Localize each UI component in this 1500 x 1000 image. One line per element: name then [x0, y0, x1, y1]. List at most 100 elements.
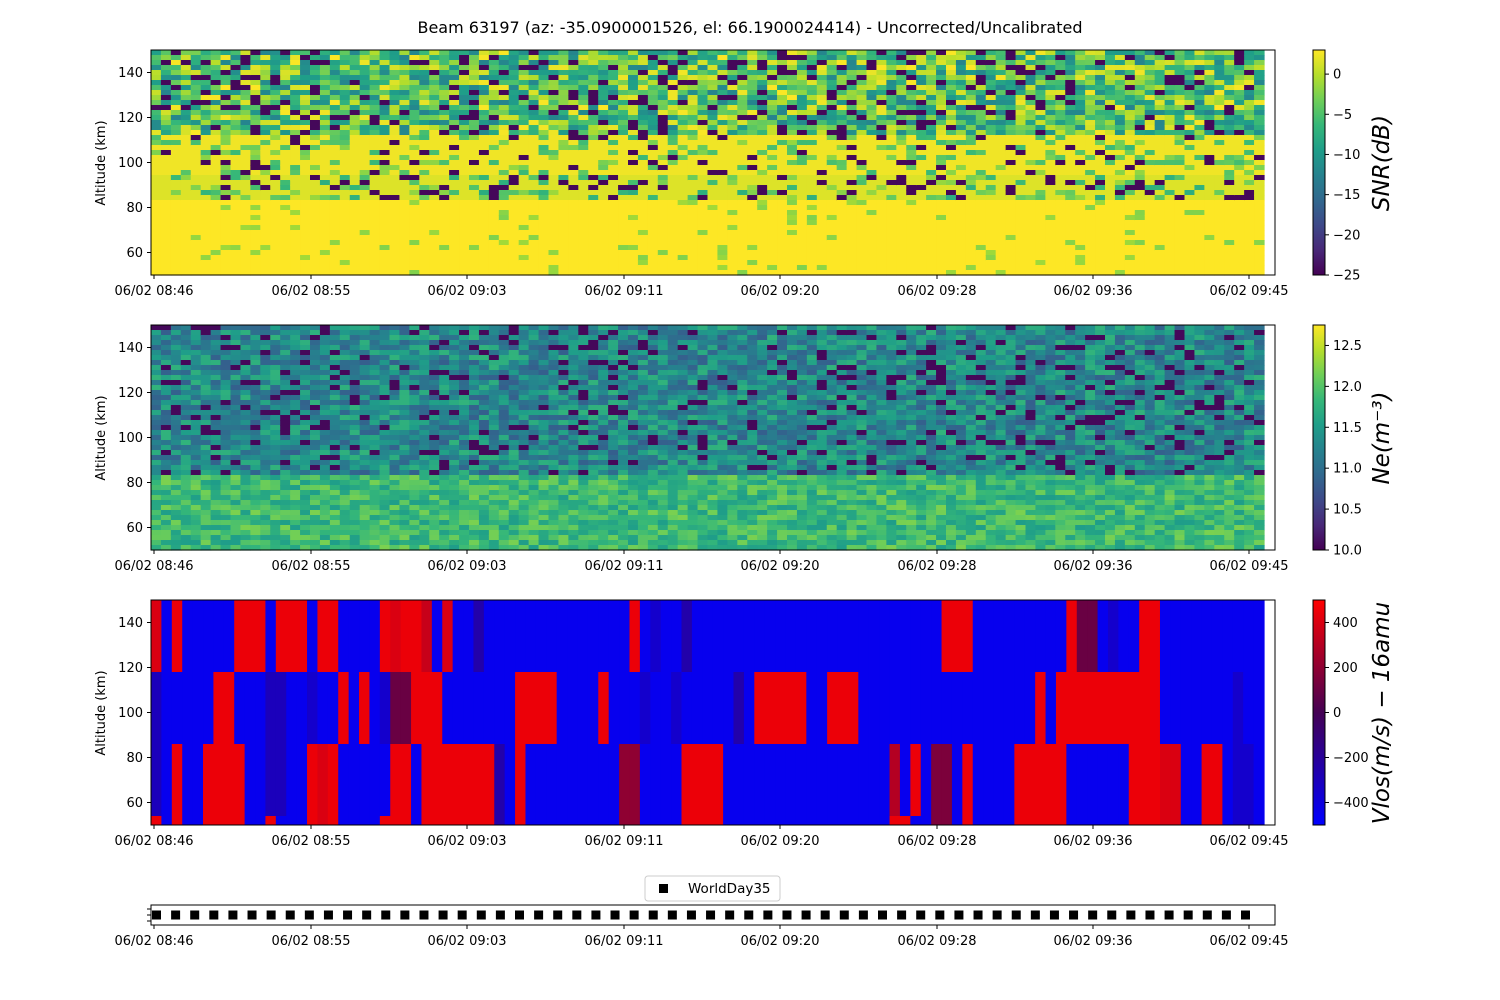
vlos-cell [962, 600, 974, 672]
vlos-cell [182, 816, 194, 825]
vlos-cell [639, 600, 651, 672]
snr-x-tick-label: 06/02 09:20 [740, 284, 819, 299]
vlos-cell [535, 744, 547, 816]
mode-marker [1088, 910, 1098, 920]
vlos-cell [234, 744, 246, 816]
vlos-cell [993, 672, 1005, 744]
vlos-cell [452, 672, 464, 744]
ne-x-tick-label: 06/02 09:03 [427, 559, 506, 574]
vlos-cell [629, 816, 641, 825]
modes-x-tick-label: 06/02 09:36 [1053, 934, 1132, 949]
vlos-cell [400, 672, 412, 744]
vlos-cell [431, 816, 443, 825]
mode-marker [1164, 910, 1174, 920]
mode-marker [878, 910, 887, 920]
ne-y-tick-label: 60 [126, 521, 143, 536]
snr-x-axis: 06/02 08:46 06/02 08:55 06/02 09:03 06/02 0… [114, 275, 1289, 299]
ne-y-tick-label: 140 [118, 341, 143, 356]
vlos-cell [1201, 816, 1213, 825]
vlos-cell [743, 672, 755, 744]
vlos-cell [1149, 744, 1161, 816]
vlos-cell [1139, 816, 1151, 825]
ne-x-tick-label: 06/02 09:28 [897, 559, 976, 574]
vlos-cell [1222, 672, 1234, 744]
modes-x-tick-label: 06/02 08:55 [271, 934, 350, 949]
vlos-cell [1139, 600, 1151, 672]
vlos-cell [390, 744, 402, 816]
mode-marker [381, 910, 391, 920]
modes-x-axis: 06/02 08:46 06/02 08:55 06/02 09:03 06/02 0… [114, 908, 1289, 949]
modes-markers [152, 910, 1250, 920]
vlos-x-tick-label: 06/02 09:36 [1053, 834, 1132, 849]
vlos-cell [1014, 672, 1026, 744]
ne-x-tick-label: 06/02 09:20 [740, 559, 819, 574]
mode-marker [285, 910, 295, 920]
vlos-cell [1128, 816, 1140, 825]
vlos-cell [1139, 672, 1151, 744]
mode-marker [343, 910, 353, 920]
vlos-cell [910, 600, 922, 672]
vlos-cell [275, 600, 287, 672]
vlos-cell [515, 672, 527, 744]
snr-x-tick-label: 06/02 09:28 [897, 284, 976, 299]
vlos-cell [1253, 600, 1265, 672]
vlos-cell [567, 816, 579, 825]
snr-x-tick-label: 06/02 09:45 [1209, 284, 1288, 299]
vlos-cell [1107, 672, 1119, 744]
vlos-cell [1014, 600, 1026, 672]
mode-marker [247, 910, 257, 920]
vlos-cell [847, 816, 859, 825]
vlos-cell [338, 672, 350, 744]
vlos-cell [421, 744, 433, 816]
vlos-cell [1118, 816, 1130, 825]
legend-frame [644, 875, 781, 902]
vlos-cell [1076, 744, 1088, 816]
vlos-cell [764, 744, 776, 816]
vlos-x-tick-label: 06/02 08:46 [114, 834, 193, 849]
vlos-cell [951, 816, 963, 825]
vlos-cell [1045, 816, 1057, 825]
vlos-colorbar-tick-label: 0 [1333, 706, 1341, 721]
vlos-colorbar-ticks: 400 200 0 −200 −400 [1325, 616, 1369, 811]
vlos-cell [629, 744, 641, 816]
snr-x-tick-label: 06/02 09:03 [427, 284, 506, 299]
vlos-cell [1014, 744, 1026, 816]
vlos-cell [993, 744, 1005, 816]
vlos-cell [619, 672, 631, 744]
vlos-cell [515, 816, 527, 825]
vlos-cell [213, 744, 225, 816]
vlos-cell [192, 744, 204, 816]
vlos-cell [525, 672, 537, 744]
vlos-cell [785, 816, 797, 825]
vlos-y-axis-label: Altitude (km) [94, 670, 109, 755]
vlos-cell [369, 672, 381, 744]
vlos-cell [327, 816, 339, 825]
ne-x-tick-label: 06/02 08:46 [114, 559, 193, 574]
vlos-cell [296, 600, 308, 672]
vlos-cell [494, 600, 506, 672]
vlos-cell [920, 816, 932, 825]
vlos-cell [868, 600, 880, 672]
snr-colorbar-ticks: 0 −5 −10 −15 −20 −25 [1325, 68, 1360, 284]
vlos-cell [754, 600, 766, 672]
vlos-cell [504, 672, 516, 744]
vlos-cell [463, 816, 475, 825]
vlos-cell [1076, 816, 1088, 825]
vlos-heatmap [151, 600, 1265, 825]
vlos-cell [619, 600, 631, 672]
vlos-colorbar [1312, 599, 1326, 826]
vlos-cell [806, 672, 818, 744]
vlos-cell [723, 672, 735, 744]
figure-title: Beam 63197 (az: -35.0900001526, el: 66.1… [417, 18, 1082, 37]
mode-marker [400, 910, 410, 920]
mode-marker [935, 910, 945, 920]
vlos-cell [671, 744, 683, 816]
vlos-cell [161, 600, 173, 672]
vlos-cell [421, 672, 433, 744]
ne-y-axis-label: Altitude (km) [94, 395, 109, 480]
vlos-cell [546, 816, 558, 825]
vlos-cell [1211, 672, 1223, 744]
snr-y-tick-label: 60 [126, 246, 143, 261]
vlos-cell [1045, 744, 1057, 816]
vlos-cell [348, 744, 360, 816]
